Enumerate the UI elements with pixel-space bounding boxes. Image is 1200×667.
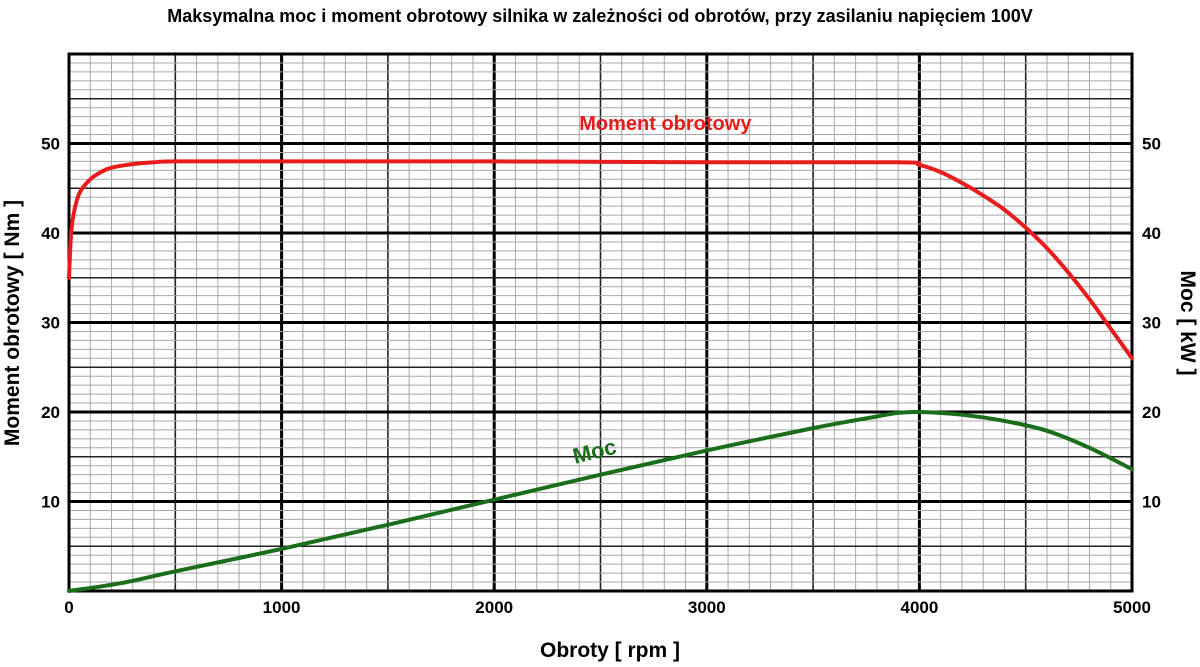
- y-tick-label: 40: [41, 224, 60, 243]
- x-tick-label: 0: [64, 598, 73, 617]
- x-tick-label: 4000: [900, 598, 938, 617]
- y-tick-label: 30: [41, 314, 60, 333]
- series-layer: [67, 159, 1134, 593]
- y-axis-label: Moment obrotowy [ Nm ]: [1, 200, 24, 446]
- x-tick-label: 3000: [688, 598, 726, 617]
- x-tick-label: 5000: [1113, 598, 1151, 617]
- grid: [67, 52, 1134, 593]
- y2-tick-label: 10: [1142, 493, 1161, 512]
- series-annotation: Moment obrotowy: [579, 113, 752, 135]
- plot-frame: [67, 52, 1134, 593]
- y-tick-label: 50: [41, 135, 60, 154]
- chart-title: Maksymalna moc i moment obrotowy silnika…: [167, 6, 1033, 26]
- y2-tick-label: 50: [1142, 135, 1161, 154]
- y2-tick-label: 40: [1142, 224, 1161, 243]
- y-tick-label: 20: [41, 403, 60, 422]
- x-tick-label: 1000: [263, 598, 301, 617]
- y2-axis-label: Moc [ kW ]: [1176, 271, 1199, 376]
- series-line-moc: [67, 409, 1134, 593]
- labels: 0 1000 2000 3000 4000 5000 10 20 30 40 50 10 20 30 40 5…: [41, 113, 1161, 617]
- series-line-moment-obrotowy: [67, 159, 1134, 361]
- y2-tick-label: 30: [1142, 314, 1161, 333]
- y-tick-label: 10: [41, 493, 60, 512]
- x-tick-label: 2000: [475, 598, 513, 617]
- x-axis-label: Obroty [ rpm ]: [540, 639, 680, 662]
- y2-tick-label: 20: [1142, 403, 1161, 422]
